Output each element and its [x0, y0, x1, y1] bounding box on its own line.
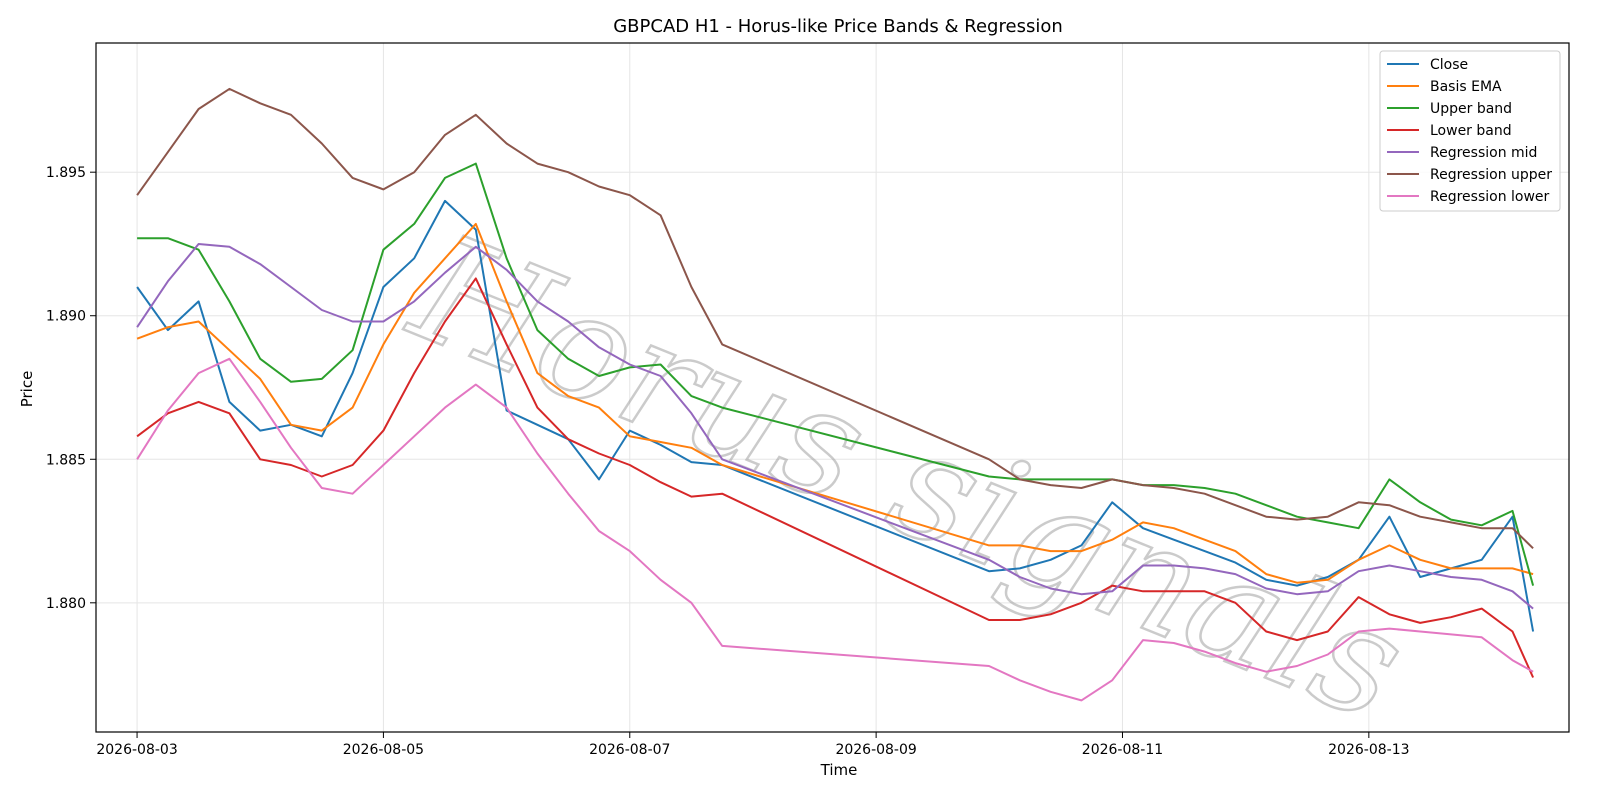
watermark: Horus signals: [387, 200, 1427, 757]
series-line-upper-band: [137, 162, 1535, 586]
legend: Close Basis EMA Upper band Lower band Regres…: [1379, 50, 1561, 212]
y-tick-label: 1.880: [46, 596, 86, 612]
y-tick-label: 1.885: [46, 452, 86, 468]
legend-label: Close: [1430, 57, 1468, 73]
x-tick-label: 2026-08-11: [1082, 742, 1163, 758]
x-tick-label: 2026-08-07: [589, 742, 670, 758]
series-line-lower-band: [136, 277, 1535, 678]
legend-label: Upper band: [1430, 101, 1512, 117]
legend-label: Regression mid: [1430, 145, 1537, 161]
watermark-text: Horus signals: [389, 201, 1427, 755]
y-tick-label: 1.890: [46, 309, 86, 325]
series-line-regression-upper: [136, 87, 1534, 550]
x-tick-label: 2026-08-13: [1328, 742, 1409, 758]
y-axis-label: Price: [18, 371, 36, 408]
legend-box: [1379, 50, 1561, 212]
legend-label: Lower band: [1430, 123, 1512, 139]
series-group: [136, 87, 1535, 702]
x-axis-label: Time: [820, 761, 858, 779]
legend-label: Basis EMA: [1430, 79, 1502, 95]
legend-label: Regression lower: [1430, 189, 1550, 205]
series-line-regression-mid: [136, 243, 1534, 610]
x-tick-label: 2026-08-03: [96, 742, 177, 758]
series-line-regression-lower: [136, 357, 1534, 702]
x-axis: 2026-08-03 2026-08-05 2026-08-07 2026-08-09…: [96, 732, 1410, 758]
series-line-basis-ema: [136, 222, 1534, 584]
grid: [96, 43, 1569, 732]
y-tick-label: 1.895: [46, 165, 86, 181]
x-tick-label: 2026-08-05: [343, 742, 424, 758]
legend-label: Regression upper: [1430, 167, 1552, 183]
x-tick-label: 2026-08-09: [835, 742, 916, 758]
plot-frame: [95, 42, 1570, 733]
y-axis: 1.880 1.885 1.890 1.895: [46, 165, 96, 612]
chart-title: GBPCAD H1 - Horus-like Price Bands & Reg…: [613, 16, 1063, 37]
